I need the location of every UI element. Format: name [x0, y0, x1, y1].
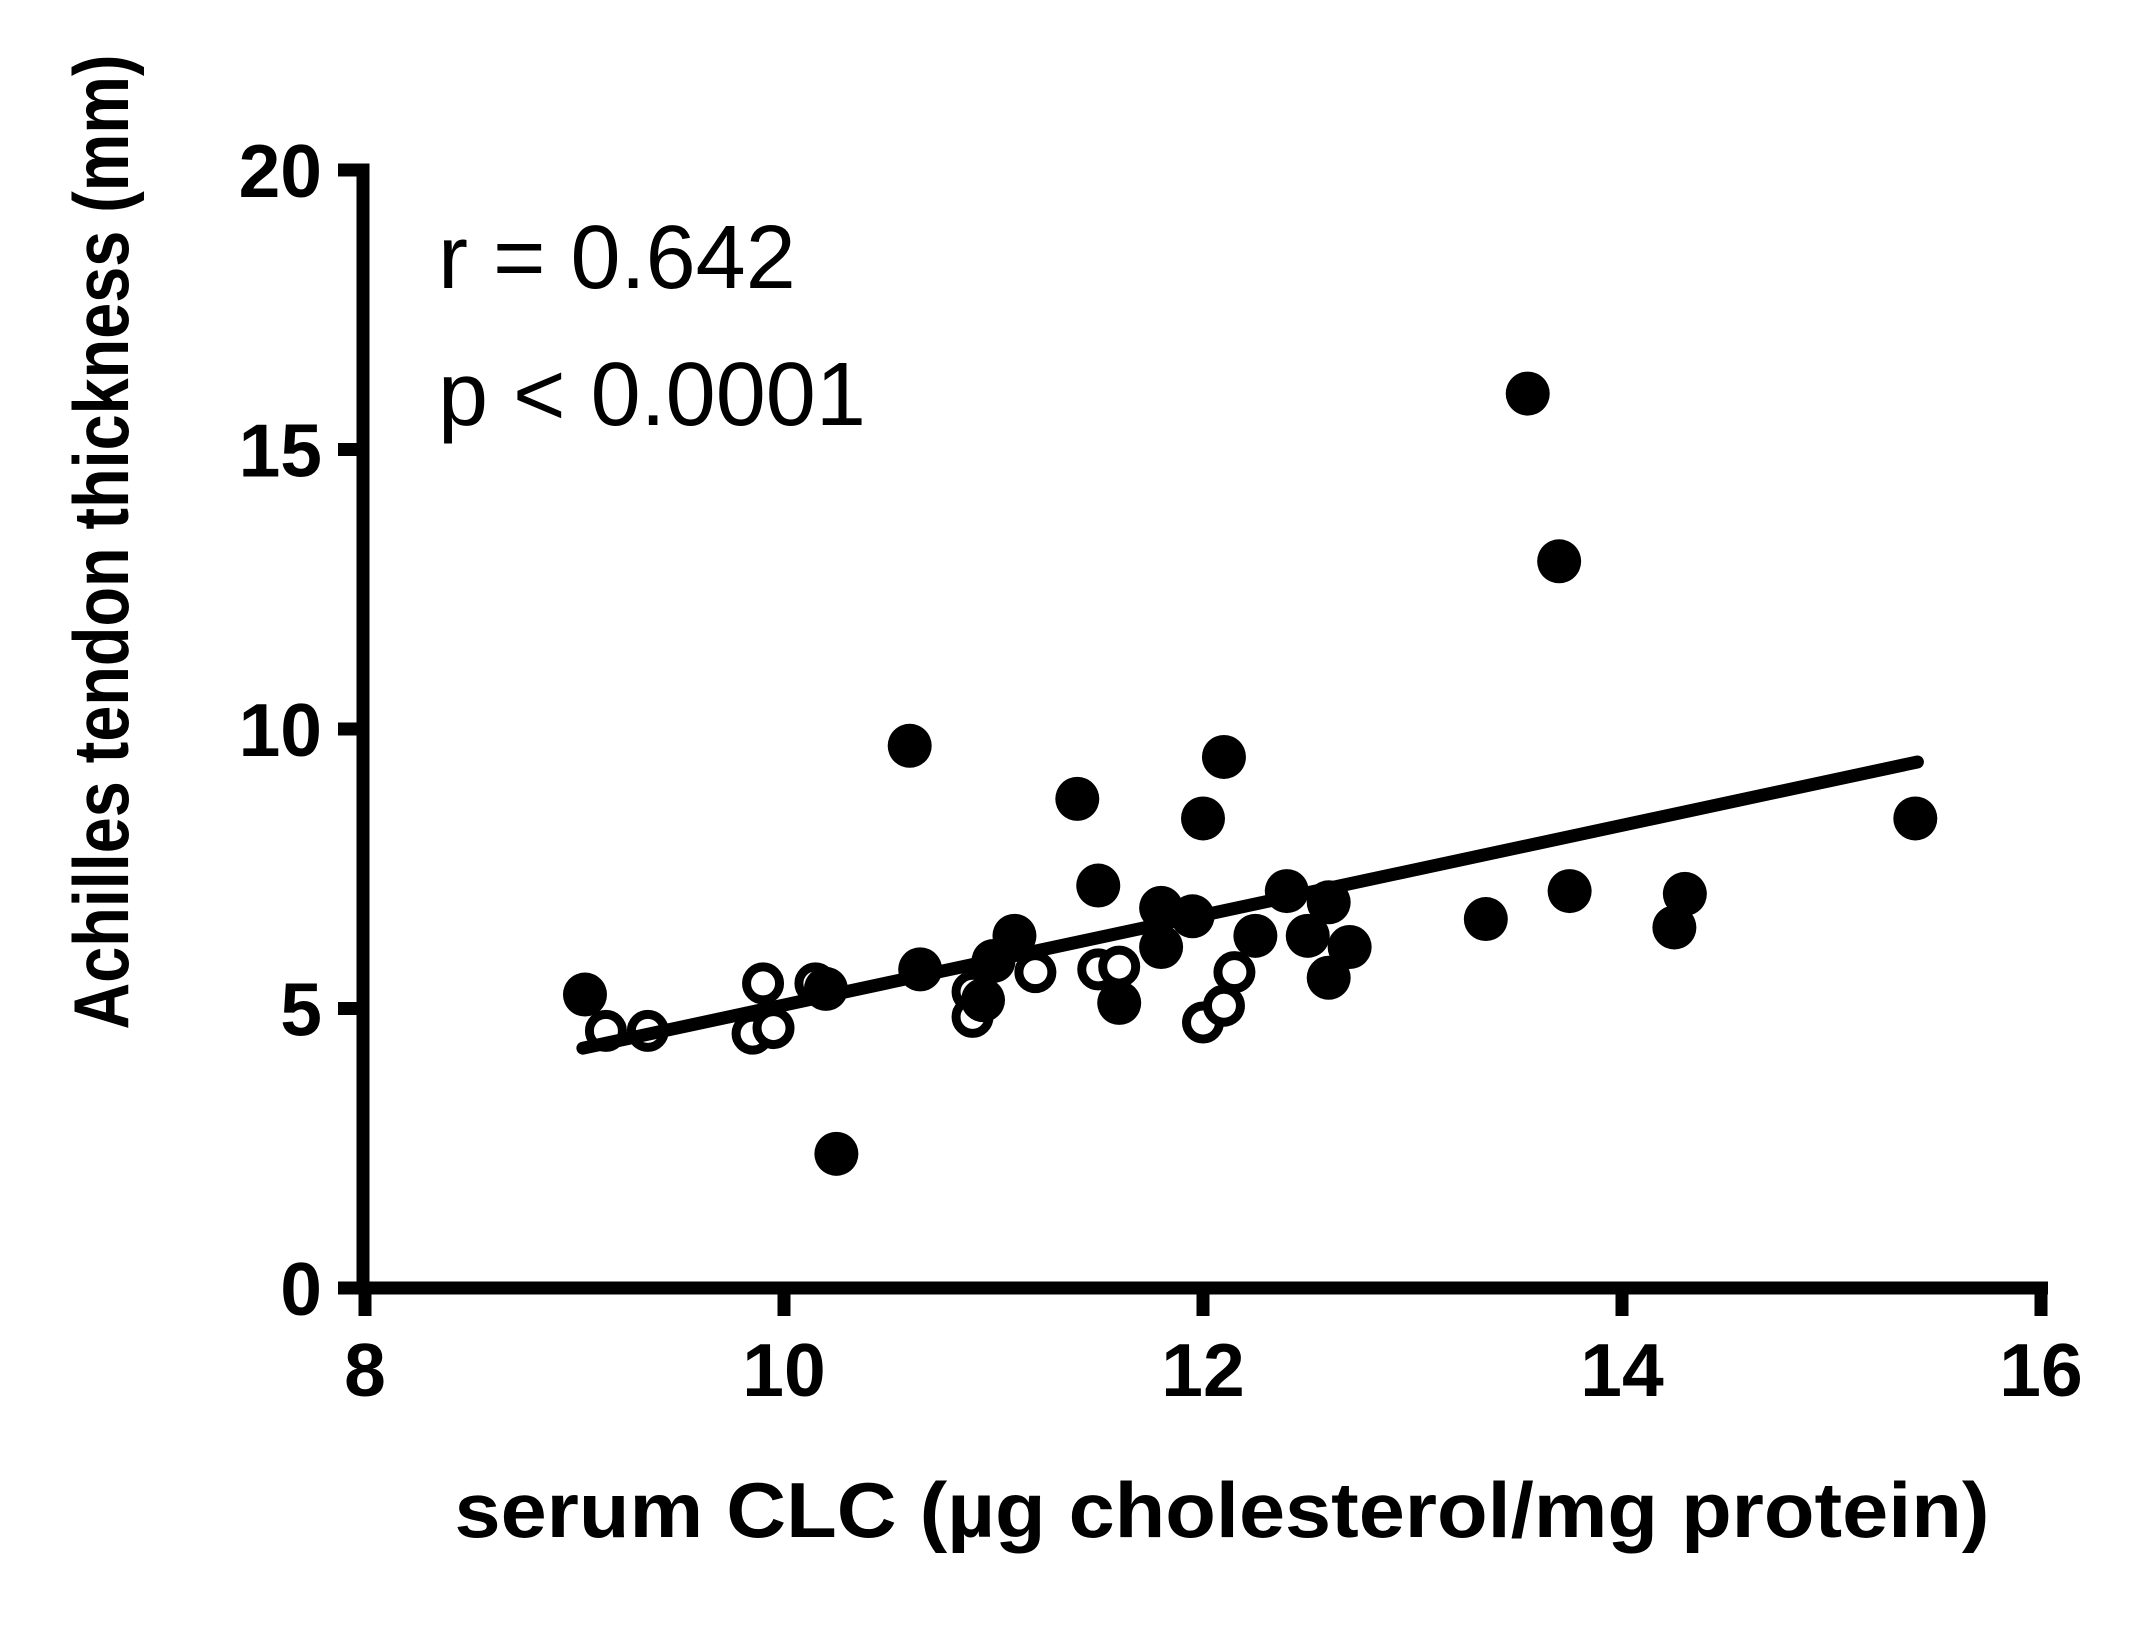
- x-tick-label: 10: [742, 1328, 825, 1412]
- data-point-filled-circle: [1139, 925, 1184, 970]
- axis-ticks-layer: [338, 163, 2048, 1316]
- regression-line: [576, 755, 1924, 1055]
- x-tick-label: 14: [1580, 1328, 1664, 1412]
- data-point-filled-circle: [1463, 897, 1508, 942]
- data-point-filled-circle: [1652, 905, 1697, 950]
- data-point-filled-circle: [562, 972, 607, 1017]
- data-point-filled-circle: [1505, 371, 1550, 416]
- data-point-open-circle: [1098, 945, 1141, 988]
- data-point-open-circle: [752, 1007, 795, 1050]
- axis-tick-labels-layer: 8 10 12 14 16 0 5 10 15 20: [239, 129, 2083, 1412]
- data-point-filled-circle: [1547, 869, 1592, 914]
- data-point-filled-circle: [1285, 913, 1330, 958]
- x-tick-label: 16: [1999, 1328, 2082, 1412]
- data-point-open-circle: [1213, 951, 1256, 994]
- annotation-p-value: p < 0.0001: [438, 345, 866, 445]
- data-point-open-circle: [1014, 951, 1057, 994]
- data-point-open-circle: [742, 962, 785, 1005]
- data-point-filled-circle: [961, 978, 1006, 1023]
- y-tick-label: 5: [280, 968, 322, 1052]
- filled-points-layer: [562, 371, 1938, 1176]
- data-point-filled-circle: [1076, 863, 1121, 908]
- data-point-open-circle: [1202, 984, 1245, 1027]
- x-axis-title: serum CLC (µg cholesterol/mg protein): [455, 1466, 1990, 1554]
- y-tick-label: 20: [239, 129, 322, 213]
- data-point-filled-circle: [1327, 925, 1372, 970]
- data-point-filled-circle: [887, 723, 932, 768]
- trend-line-layer: [576, 755, 1924, 1055]
- data-point-filled-circle: [1181, 796, 1225, 841]
- data-point-filled-circle: [1055, 776, 1100, 821]
- y-tick-label: 15: [239, 409, 322, 493]
- data-point-filled-circle: [1537, 539, 1582, 584]
- y-tick-label: 0: [280, 1247, 322, 1331]
- data-point-filled-circle: [1233, 913, 1278, 958]
- x-tick-label: 12: [1161, 1328, 1244, 1412]
- x-tick-label: 8: [344, 1328, 386, 1412]
- data-point-filled-circle: [1097, 980, 1142, 1025]
- y-axis-title: Achilles tendon thickness (mm): [57, 55, 145, 1030]
- annotation-r-value: r = 0.642: [438, 208, 796, 308]
- data-point-filled-circle: [1662, 871, 1707, 916]
- data-point-filled-circle: [1893, 796, 1938, 841]
- data-point-filled-circle: [814, 1131, 859, 1176]
- y-tick-label: 10: [239, 688, 322, 772]
- data-point-filled-circle: [1201, 734, 1246, 779]
- data-point-filled-circle: [1306, 955, 1351, 1000]
